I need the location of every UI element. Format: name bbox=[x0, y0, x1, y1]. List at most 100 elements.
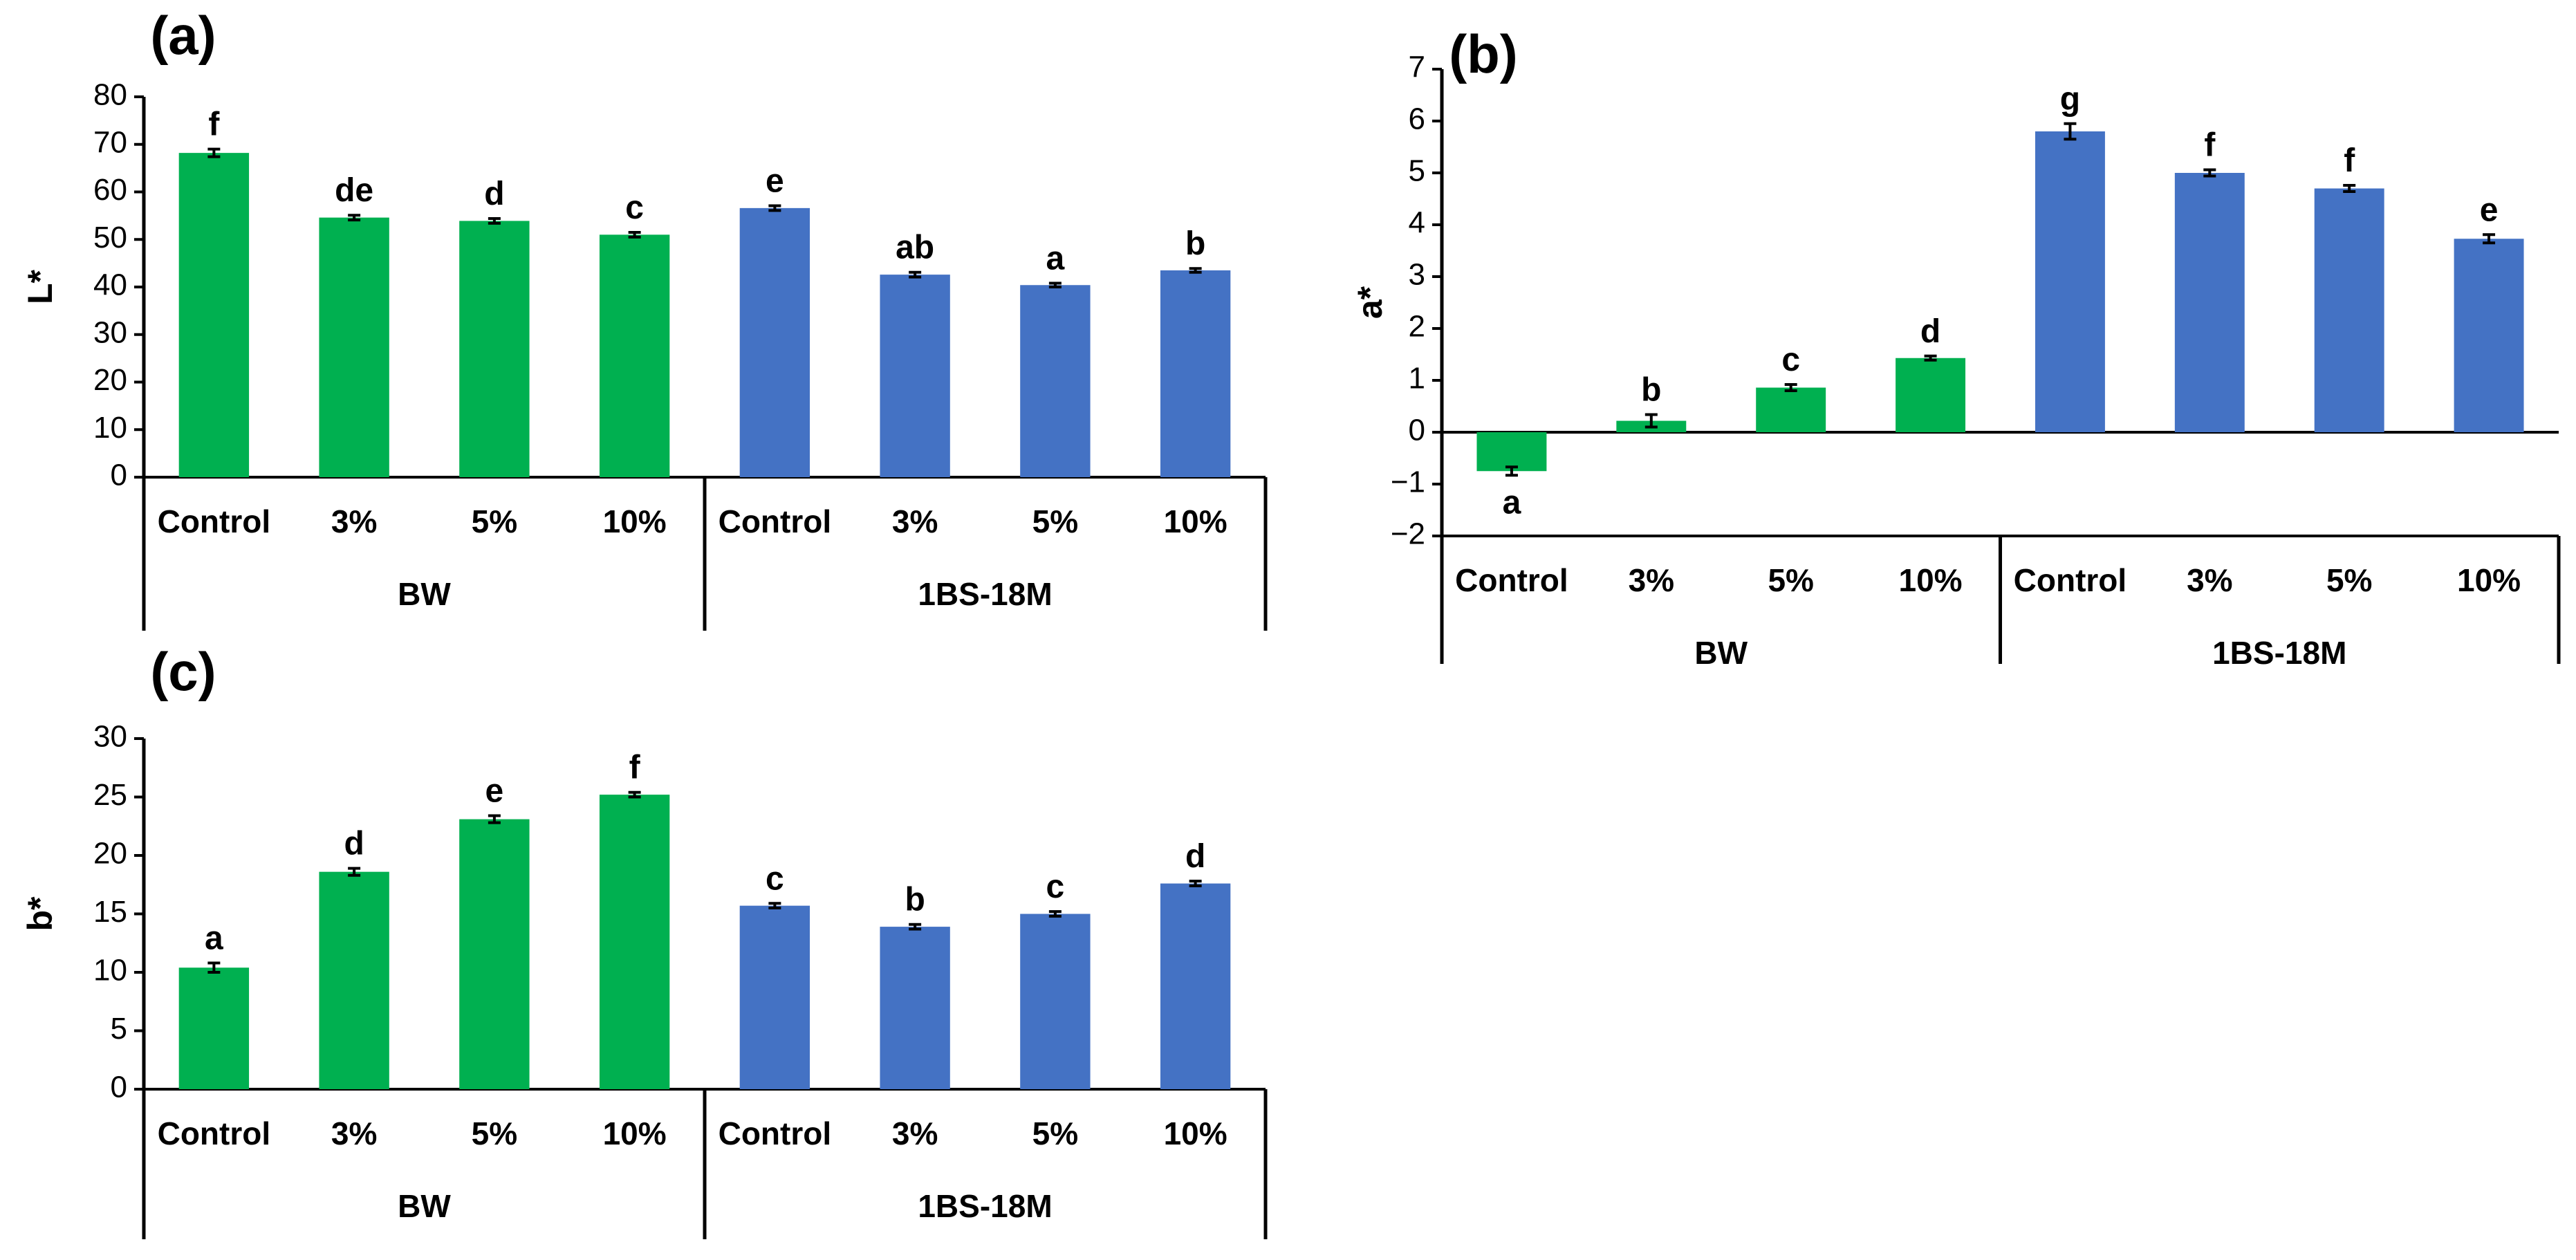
bar bbox=[1160, 883, 1231, 1089]
significance-letter: f bbox=[208, 106, 220, 143]
y-tick-label: 15 bbox=[93, 895, 127, 929]
group-label: BW bbox=[398, 1188, 451, 1224]
significance-letter: c bbox=[1781, 342, 1800, 378]
category-label: 10% bbox=[603, 503, 667, 539]
category-label: Control bbox=[719, 1115, 832, 1151]
category-label: 3% bbox=[1629, 562, 1674, 598]
y-tick-label: 0 bbox=[111, 1071, 127, 1104]
significance-letter: d bbox=[484, 176, 504, 212]
bar bbox=[178, 153, 250, 477]
bar bbox=[319, 217, 389, 477]
panel-label: (c) bbox=[150, 641, 216, 702]
bar bbox=[459, 819, 530, 1089]
significance-letter: e bbox=[766, 163, 784, 199]
category-label: Control bbox=[2014, 562, 2127, 598]
significance-letter: f bbox=[629, 750, 641, 786]
category-label: Control bbox=[158, 503, 271, 539]
panel-label: (a) bbox=[150, 5, 216, 66]
category-label: 5% bbox=[1032, 503, 1078, 539]
y-tick-label: 50 bbox=[93, 221, 127, 254]
group-label: 1BS-18M bbox=[918, 1188, 1052, 1224]
bar bbox=[1020, 285, 1091, 477]
category-label: 3% bbox=[331, 503, 377, 539]
significance-letter: b bbox=[905, 882, 925, 918]
bar bbox=[599, 795, 670, 1089]
y-tick-label: 30 bbox=[93, 720, 127, 754]
category-label: 3% bbox=[2187, 562, 2232, 598]
bar bbox=[739, 207, 810, 477]
category-label: 5% bbox=[472, 1115, 517, 1151]
panel-b: (b) a* −2 −1 0 1 2 3 4 5 6 7 a Control b 3% c 5% d 10% BW g Co… bbox=[1351, 24, 2561, 671]
bar bbox=[459, 221, 530, 477]
y-tick-label: 40 bbox=[93, 268, 127, 302]
category-label: 10% bbox=[2457, 562, 2521, 598]
group-label: 1BS-18M bbox=[918, 576, 1052, 612]
y-tick-label: 6 bbox=[1409, 102, 1425, 136]
bar bbox=[2314, 188, 2384, 432]
y-tick-label: 0 bbox=[111, 458, 127, 492]
y-tick-label: 10 bbox=[93, 954, 127, 988]
y-tick-label: 7 bbox=[1409, 50, 1425, 84]
significance-letter: d bbox=[1185, 838, 1205, 875]
category-label: 3% bbox=[892, 503, 938, 539]
significance-letter: f bbox=[2344, 142, 2355, 179]
significance-letter: a bbox=[1503, 484, 1521, 521]
y-tick-label: 25 bbox=[93, 778, 127, 812]
group-label: 1BS-18M bbox=[2212, 635, 2346, 671]
category-label: 10% bbox=[1164, 1115, 1227, 1151]
y-axis-label: L* bbox=[21, 269, 59, 304]
category-label: 5% bbox=[1768, 562, 1813, 598]
category-label: 3% bbox=[331, 1115, 377, 1151]
panel-a: (a) L* 0 10 20 30 40 50 60 70 80 f Control de 3% d 5% c 10… bbox=[21, 5, 1268, 631]
significance-letter: g bbox=[2060, 81, 2080, 118]
y-tick-label: 20 bbox=[93, 837, 127, 871]
y-axis-label: a* bbox=[1351, 286, 1389, 319]
y-tick-label: 30 bbox=[93, 315, 127, 349]
group-label: BW bbox=[398, 576, 451, 612]
significance-letter: f bbox=[2204, 127, 2216, 164]
y-tick-label: −2 bbox=[1391, 517, 1425, 551]
bar bbox=[1756, 387, 1826, 432]
group-label: BW bbox=[1694, 635, 1748, 671]
y-tick-label: 80 bbox=[93, 78, 127, 112]
bar bbox=[2454, 239, 2524, 432]
y-tick-label: 4 bbox=[1409, 206, 1425, 240]
y-tick-label: 2 bbox=[1409, 310, 1425, 344]
y-tick-label: 5 bbox=[1409, 154, 1425, 188]
category-label: 3% bbox=[892, 1115, 938, 1151]
panel-label: (b) bbox=[1449, 24, 1518, 84]
significance-letter: e bbox=[485, 773, 504, 810]
panel-c: (c) b* 0 5 10 15 20 25 30 a Control d 3% e 5% f 10% BW c Co… bbox=[21, 641, 1268, 1239]
y-tick-label: 0 bbox=[1409, 414, 1425, 447]
category-label: 10% bbox=[1899, 562, 1963, 598]
bar bbox=[599, 234, 670, 477]
bar bbox=[1896, 358, 1966, 432]
significance-letter: d bbox=[1920, 313, 1940, 350]
y-tick-label: 70 bbox=[93, 125, 127, 159]
bar bbox=[1020, 914, 1091, 1089]
y-tick-label: 1 bbox=[1409, 362, 1425, 396]
category-label: 5% bbox=[472, 503, 517, 539]
significance-letter: d bbox=[344, 826, 364, 862]
significance-letter: c bbox=[766, 860, 784, 897]
category-label: Control bbox=[719, 503, 832, 539]
category-label: 5% bbox=[2326, 562, 2372, 598]
significance-letter: b bbox=[1641, 372, 1661, 409]
bar bbox=[2174, 173, 2245, 432]
y-tick-label: 20 bbox=[93, 363, 127, 397]
significance-letter: e bbox=[2480, 192, 2499, 228]
bar bbox=[2035, 131, 2105, 432]
category-label: 10% bbox=[603, 1115, 667, 1151]
significance-letter: a bbox=[1046, 241, 1065, 277]
category-label: 5% bbox=[1032, 1115, 1078, 1151]
y-tick-label: 10 bbox=[93, 411, 127, 445]
category-label: 10% bbox=[1164, 503, 1227, 539]
bar bbox=[1160, 270, 1231, 477]
significance-letter: c bbox=[625, 189, 644, 226]
bar bbox=[319, 871, 389, 1089]
bar bbox=[739, 905, 810, 1089]
significance-letter: de bbox=[335, 172, 373, 209]
significance-letter: c bbox=[1046, 869, 1065, 905]
y-tick-label: 3 bbox=[1409, 258, 1425, 292]
